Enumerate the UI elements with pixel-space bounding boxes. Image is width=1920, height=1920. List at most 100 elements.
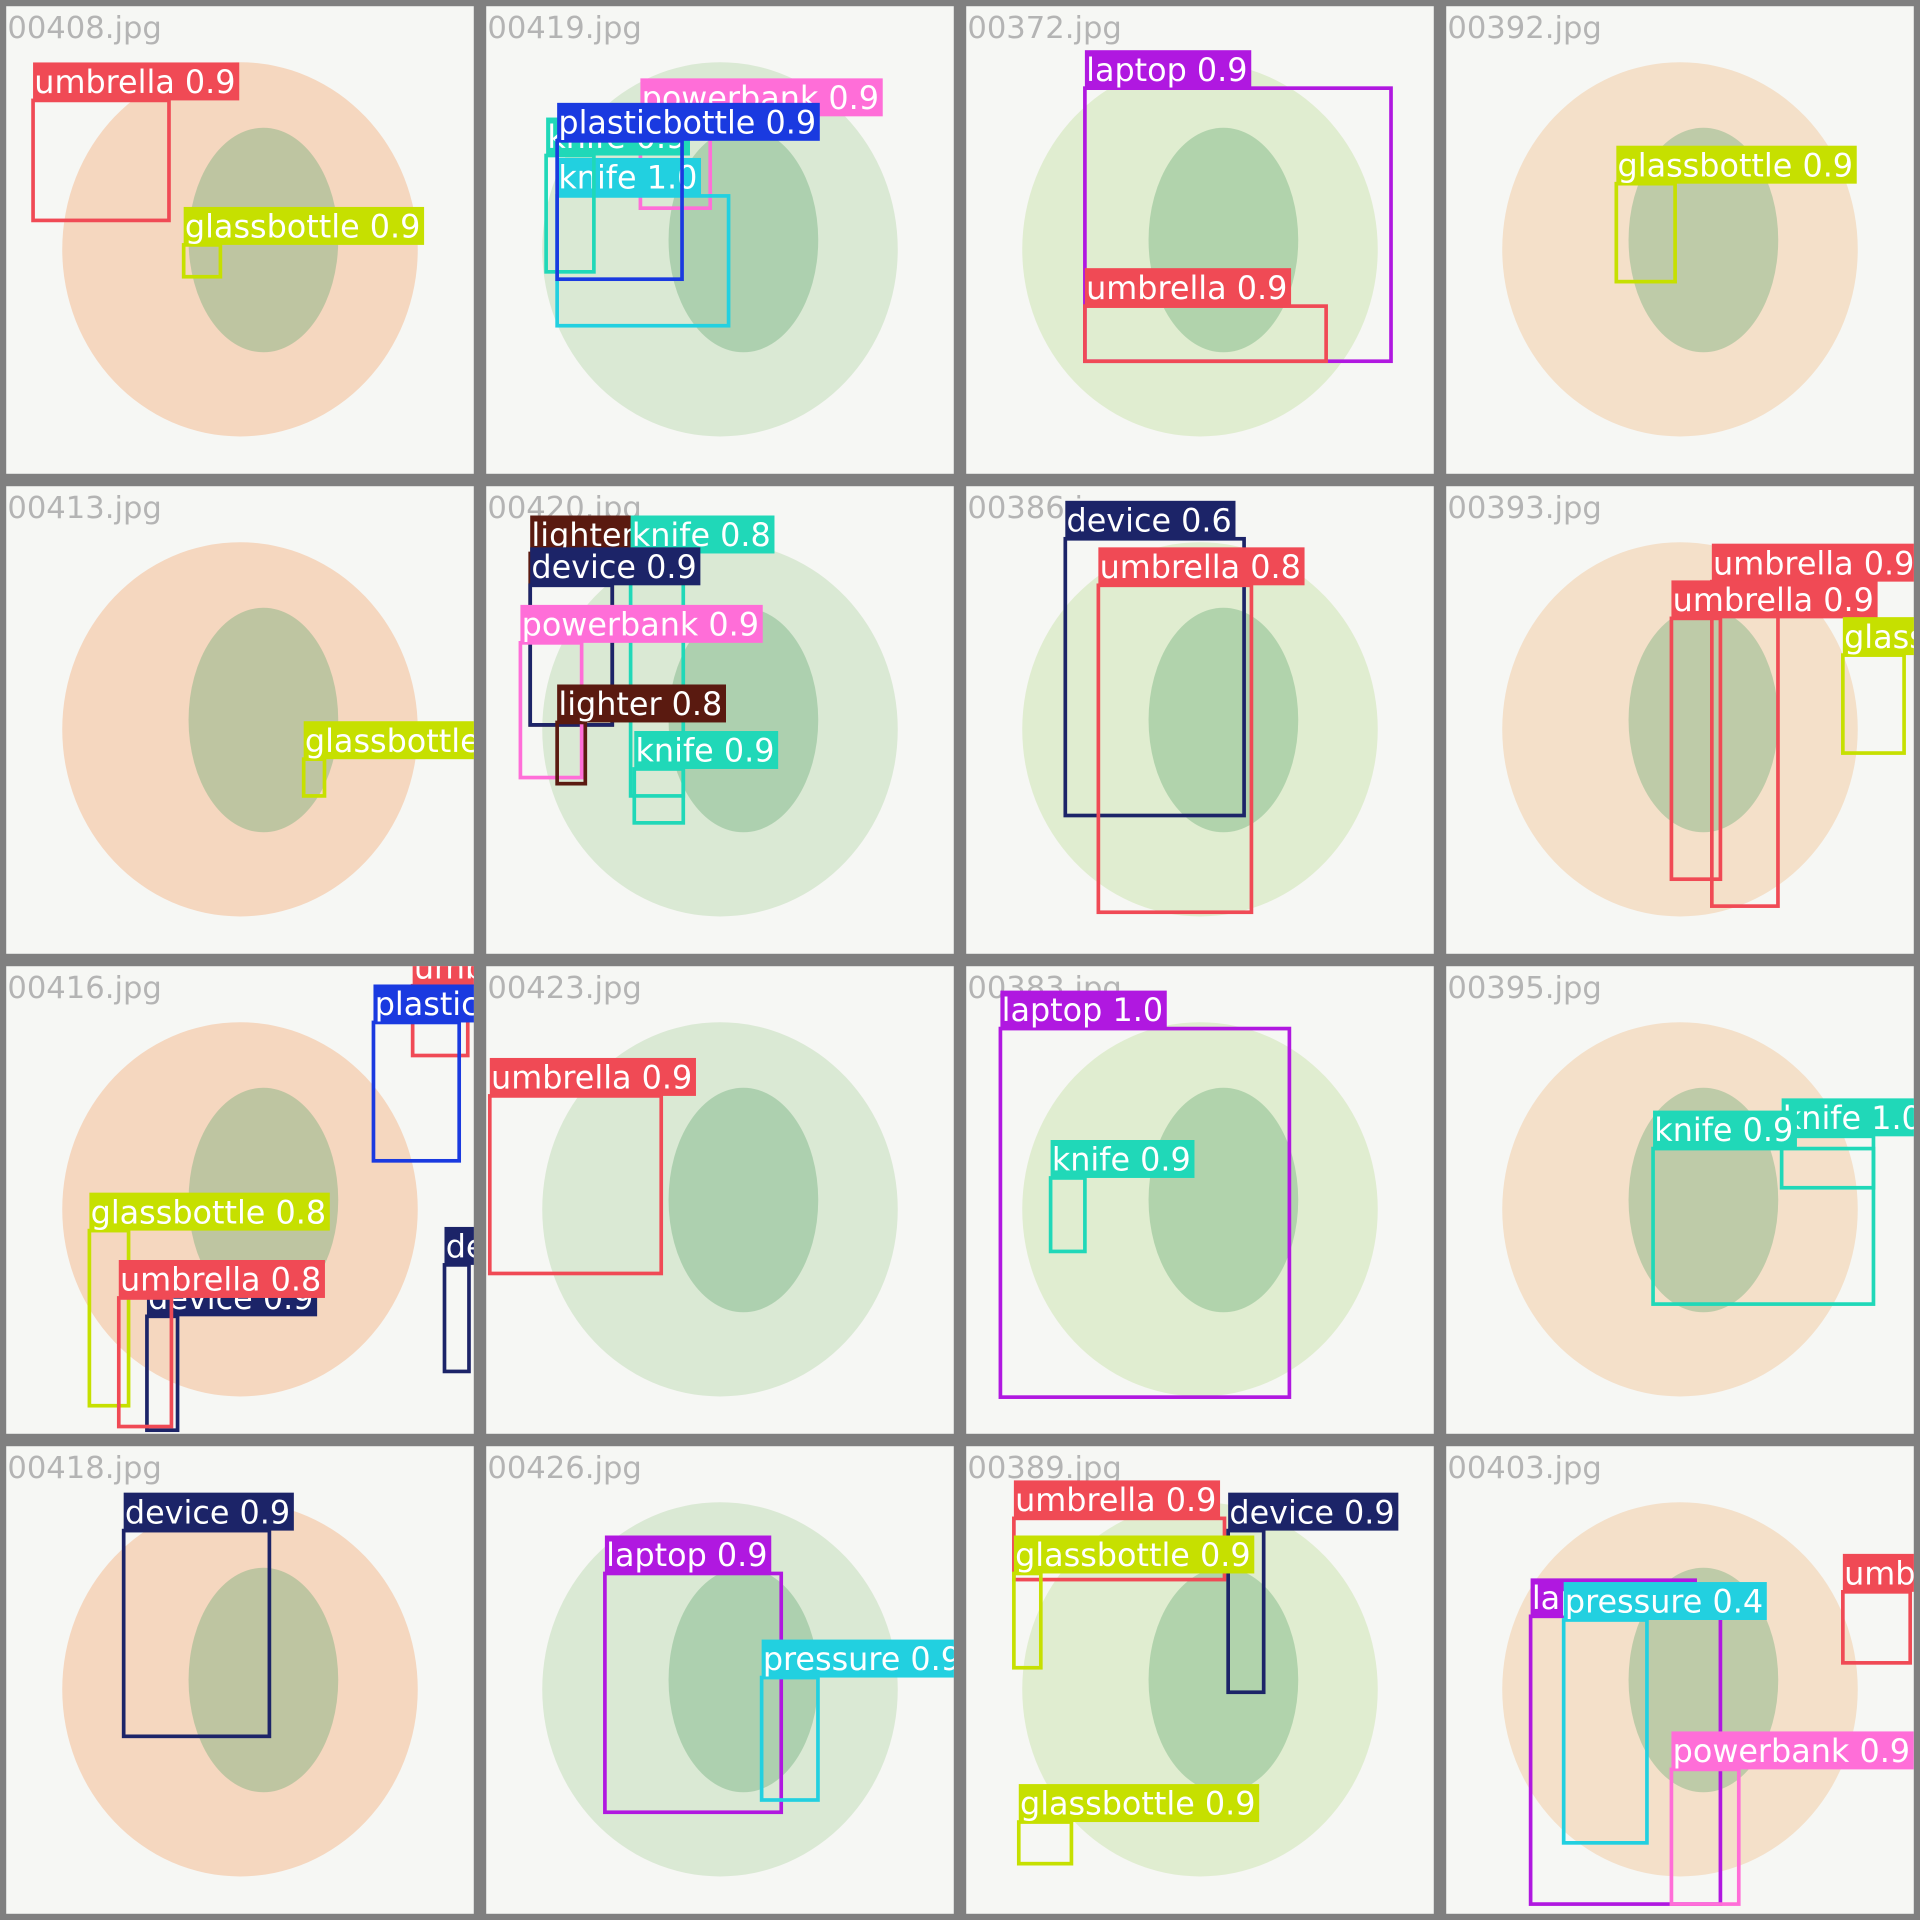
label-background xyxy=(520,604,763,643)
tile: 00426.jpg laptop 0.9 pressure 0.9 xyxy=(486,1446,961,1914)
detection-label: powerbank 0.9 xyxy=(522,606,759,644)
file-name: 00413.jpg xyxy=(7,491,161,526)
detection-label: pressure 0.4 xyxy=(1565,1583,1763,1621)
detection-label: glassbottle 0.9 xyxy=(185,208,421,246)
xray-bag xyxy=(62,62,418,437)
label-background xyxy=(1228,1492,1399,1531)
xray-object xyxy=(1148,1087,1299,1313)
xray-object xyxy=(1148,127,1299,353)
label-background xyxy=(303,721,474,760)
label-background xyxy=(1050,1140,1195,1178)
label-background xyxy=(1671,580,1878,619)
label-background xyxy=(630,515,775,554)
label-background xyxy=(1711,543,1914,582)
detection-label: umbrella 0.9 xyxy=(1713,544,1914,582)
tile: 00423.jpg umbrella 0.9 xyxy=(486,966,954,1434)
detection-label: laptop 1.0 xyxy=(1002,991,1163,1029)
detection-label: knife 0.9 xyxy=(1654,1111,1793,1149)
detection-label: umbrella 0.9 xyxy=(34,63,235,101)
tile: 00392.jpg glassbottle 0.9 xyxy=(1446,6,1914,474)
detection-label: knife 0.9 xyxy=(636,732,775,770)
label-background xyxy=(1781,1098,1914,1137)
label-background xyxy=(557,102,820,141)
label-background xyxy=(1842,617,1914,656)
detection-label: umbrella 0.8 xyxy=(120,1261,321,1299)
file-name: 00372.jpg xyxy=(967,11,1121,46)
label-background xyxy=(123,1492,294,1531)
file-name: 00403.jpg xyxy=(1447,1451,1601,1486)
label-background xyxy=(373,984,474,1023)
detection-label: glassbottle 0.9 xyxy=(1015,1536,1251,1574)
xray-object xyxy=(668,1087,819,1313)
file-name: 00416.jpg xyxy=(7,971,161,1006)
label-background xyxy=(604,1535,772,1574)
file-name: 00423.jpg xyxy=(487,971,641,1006)
file-name: 00418.jpg xyxy=(7,1451,161,1486)
detection-label: umbrella 0.9 xyxy=(1844,1554,1920,1592)
xray-object xyxy=(668,1567,819,1793)
detection-label: pressure 0.9 xyxy=(763,1640,961,1678)
tile: 00416.jpg umbrella 0.9plasticbottle 0.6 gl… xyxy=(6,948,633,1434)
xray-object xyxy=(1628,607,1779,833)
xray-bag xyxy=(542,62,898,437)
detection-label: umbrella 0.9 xyxy=(414,948,615,986)
xray-object xyxy=(668,607,819,833)
label-background xyxy=(530,515,639,554)
detection-label: glassbottle 0.9 xyxy=(1844,618,1920,656)
label-background xyxy=(183,206,425,245)
label-background xyxy=(412,966,474,986)
label-background xyxy=(1084,50,1252,89)
label-background xyxy=(1065,500,1236,539)
label-background xyxy=(557,684,726,723)
detection-label: plasticbottle 0.9 xyxy=(558,103,816,141)
detection-label: knife 1.0 xyxy=(1783,1099,1920,1137)
label-background xyxy=(1563,1582,1767,1620)
tile: 00418.jpg device 0.9 xyxy=(6,1446,474,1914)
bounding-box xyxy=(1669,616,1723,882)
label-background xyxy=(557,157,702,196)
label-background xyxy=(118,1260,325,1298)
detection-label: glassbottle 0.9 xyxy=(1020,1785,1256,1823)
tile: 00408.jpg umbrella 0.9 glassbottle 0.9 xyxy=(6,6,474,474)
label-background xyxy=(1842,1553,1914,1592)
xray-bag xyxy=(62,542,418,917)
label-background xyxy=(1018,1784,1260,1823)
tile: 00413.jpg glassbottle 0.9 xyxy=(6,486,541,954)
xray-bag xyxy=(542,1502,898,1877)
detection-label: device 0.6 xyxy=(1067,501,1232,539)
detection-label: umbrella 0.9 xyxy=(1015,1481,1216,1519)
detection-label: device 0.9 xyxy=(125,1493,290,1531)
xray-object xyxy=(188,607,339,833)
detection-label: glassbottle 0.9 xyxy=(1618,146,1854,184)
detection-label: lighter 0.8 xyxy=(558,685,722,723)
detection-label: glassbottle 0.9 xyxy=(305,722,541,760)
detection-label: knife 1.0 xyxy=(558,159,697,197)
label-background xyxy=(33,62,240,101)
detection-label: laptop 0.9 xyxy=(606,1536,767,1574)
bounding-box xyxy=(1048,1176,1087,1254)
file-name: 00426.jpg xyxy=(487,1451,641,1486)
label-background xyxy=(1671,1731,1914,1770)
detection-label: umbrella 0.9 xyxy=(1086,269,1287,307)
xray-object xyxy=(188,1567,339,1793)
label-background xyxy=(1616,145,1857,184)
label-background xyxy=(1084,268,1292,307)
detection-label: plasticbottle 0.6 xyxy=(375,985,633,1023)
tile: 00372.jpg laptop 0.9 umbrella 0.9 xyxy=(966,6,1434,474)
label-background xyxy=(444,1226,474,1265)
detection-label: device 0.9 xyxy=(531,548,696,586)
detection-label: device 0.9 xyxy=(1229,1493,1394,1531)
detection-label: umbrella 0.8 xyxy=(1100,548,1301,586)
xray-object xyxy=(1148,1567,1299,1793)
detection-label: knife 0.9 xyxy=(1052,1141,1191,1179)
detection-label: glassbottle 0.8 xyxy=(91,1193,327,1231)
label-background xyxy=(1013,1535,1255,1574)
